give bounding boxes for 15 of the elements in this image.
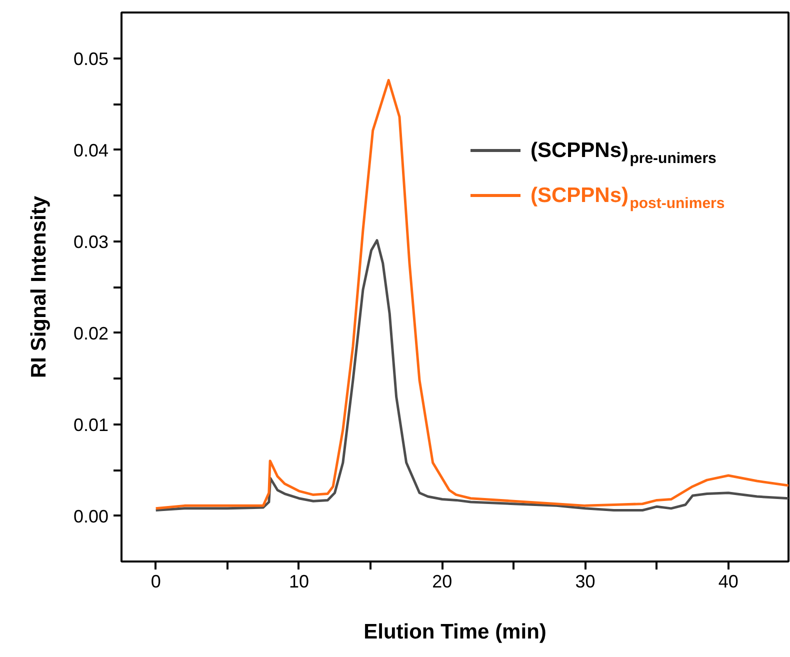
y-tick-label: 0.00 — [73, 506, 109, 526]
y-tick-label: 0.04 — [73, 140, 109, 160]
y-axis-title: RI Signal Intensity — [27, 196, 50, 378]
y-tick-label: 0.02 — [73, 323, 109, 344]
x-tick-label: 10 — [288, 572, 310, 592]
line-series — [154, 78, 788, 510]
x-tick-label: 0 — [150, 572, 161, 592]
x-tick-label: 20 — [432, 572, 452, 592]
line-series — [154, 239, 788, 512]
x-tick-label: 40 — [718, 572, 738, 592]
x-tick-label: 30 — [575, 572, 596, 592]
y-tick-label: 0.03 — [73, 232, 109, 252]
y-tick-label: 0.01 — [73, 414, 109, 435]
x-axis-title: Elution Time (min) — [364, 620, 546, 644]
y-tick-label: 0.05 — [73, 48, 109, 69]
